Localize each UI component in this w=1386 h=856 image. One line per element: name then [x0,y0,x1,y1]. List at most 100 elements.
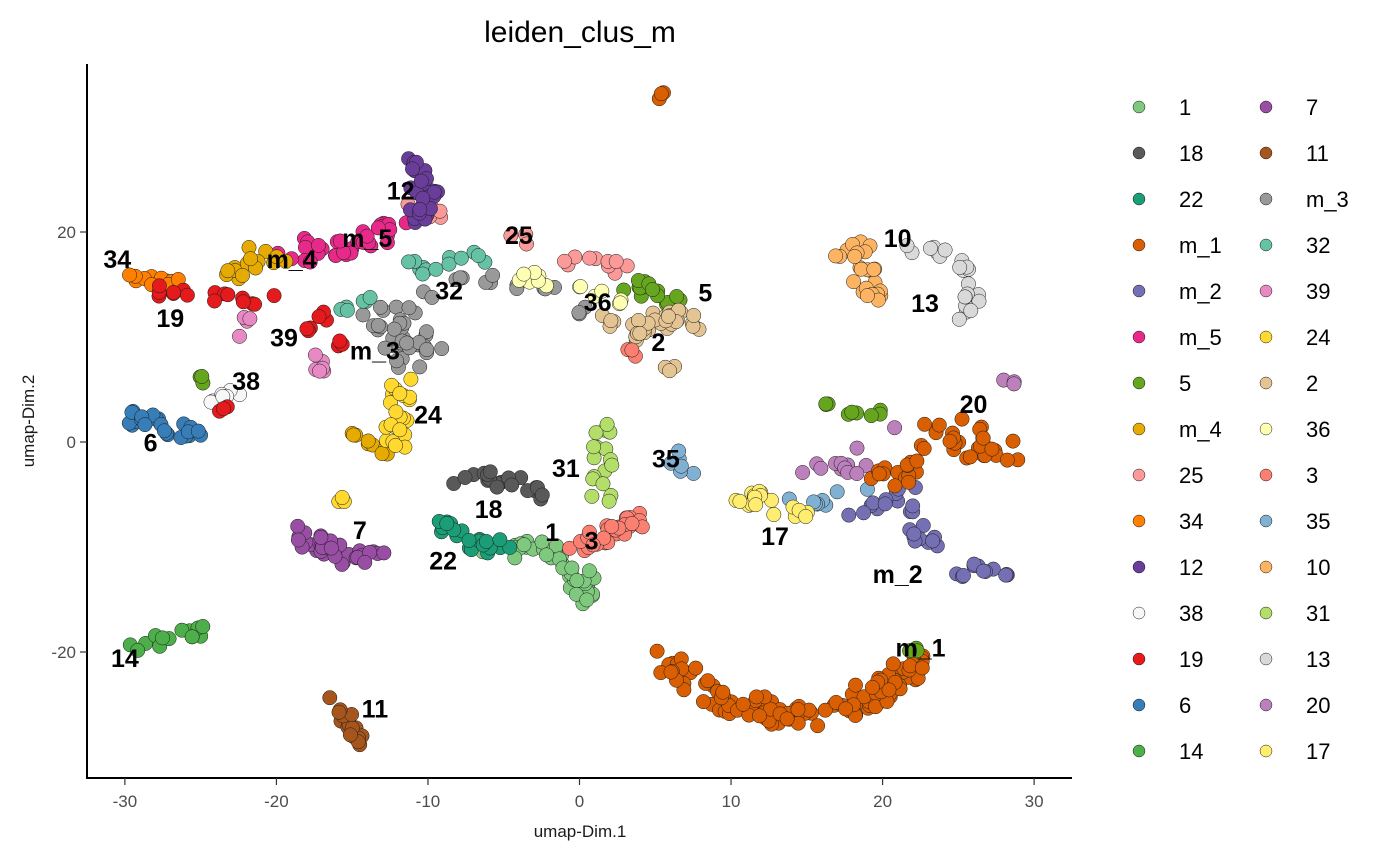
data-point [673,458,689,474]
data-point [373,299,388,315]
legend-item-31: 31 [1259,601,1330,626]
data-point [849,440,865,456]
cluster-points-39 [232,310,332,379]
legend-swatch [1132,606,1146,620]
data-point [242,311,258,327]
cluster-points-m_1 [649,85,931,734]
data-point [322,690,338,706]
data-point [405,161,420,177]
data-point [582,250,598,266]
cluster-label-19: 19 [156,305,184,333]
data-point [362,290,378,305]
legend-swatch [1132,698,1146,712]
x-tick-label: -30 [113,792,138,811]
data-point [376,545,392,561]
cluster-label-25: 25 [505,222,533,250]
data-point [457,470,473,485]
legend-label: m_3 [1306,187,1349,212]
data-point [603,313,619,329]
data-point [434,341,450,357]
data-point [914,660,930,676]
cluster-label-18: 18 [475,496,503,524]
data-point [572,279,588,295]
data-point [557,253,572,269]
data-point [266,288,282,304]
legend-swatch [1132,422,1146,436]
cluster-label-35: 35 [652,446,680,474]
cluster-labels-layer: 11822m_1m_2m_55m_42534123819614711m_3323… [103,178,987,724]
data-point [686,308,702,323]
data-point [700,673,716,689]
data-point [917,416,933,432]
cluster-label-34: 34 [103,246,131,274]
data-point [813,460,829,476]
cluster-points-38 [203,383,248,410]
x-axis-title: umap-Dim.1 [534,822,627,841]
legend-label: 18 [1179,141,1203,166]
data-point [453,250,469,266]
cluster-points-17 [728,483,815,524]
legend-item-35: 35 [1259,509,1330,534]
legend-label: 10 [1306,555,1330,580]
data-point [594,283,610,299]
cluster-points-10 [828,234,889,308]
legend-item-32: 32 [1259,233,1330,258]
cluster-label-m_4: m_4 [267,246,317,274]
legend-swatch [1132,744,1146,758]
cluster-label-3: 3 [585,527,599,555]
legend-swatch [1132,100,1146,114]
legend-swatch [1132,652,1146,666]
data-point [962,449,978,465]
legend-swatch [1259,100,1273,114]
data-point [401,300,417,316]
legend-item-13: 13 [1259,647,1330,672]
data-point [243,251,259,267]
data-point [413,173,429,189]
data-point [569,573,585,588]
y-tick-label: -20 [51,643,76,662]
cluster-points-14 [122,619,211,658]
legend-swatch [1259,744,1273,758]
data-point [585,537,601,553]
cluster-points-m_1-extra [863,411,1026,494]
cluster-label-12: 12 [387,178,415,206]
legend-label: m_4 [1179,417,1222,442]
legend-swatch [1259,376,1273,390]
data-point [269,249,285,265]
cluster-points-2 [594,302,707,379]
data-point [856,505,872,521]
data-point [370,317,386,333]
legend-swatch [1132,468,1146,482]
data-point [688,660,704,676]
data-point [403,371,419,387]
cluster-label-14: 14 [111,645,139,673]
cluster-label-36: 36 [584,289,612,317]
data-point [841,507,857,523]
data-point [539,547,554,563]
data-point [166,284,182,300]
data-point [951,311,967,327]
data-point [216,401,231,417]
y-tick-label: 20 [57,223,76,242]
data-point [235,267,250,283]
data-point [439,516,455,532]
data-point [470,248,486,264]
data-point [332,233,348,249]
legend-label: 11 [1306,141,1329,166]
legend-item-m_4: m_4 [1132,417,1222,442]
legend-swatch [1259,698,1273,712]
data-point [461,532,477,548]
data-point [669,289,685,304]
cluster-points-m_2 [841,480,1015,584]
legend-swatch [1259,560,1273,574]
data-point [976,563,991,579]
data-point [899,238,915,254]
legend-swatch [1132,238,1146,252]
data-point [312,363,328,379]
data-point [931,417,947,433]
legend-swatch [1132,146,1146,160]
data-point [388,404,404,420]
legend-swatch [1259,192,1273,206]
data-point [624,342,640,358]
chart-title: leiden_clus_m [484,16,676,49]
